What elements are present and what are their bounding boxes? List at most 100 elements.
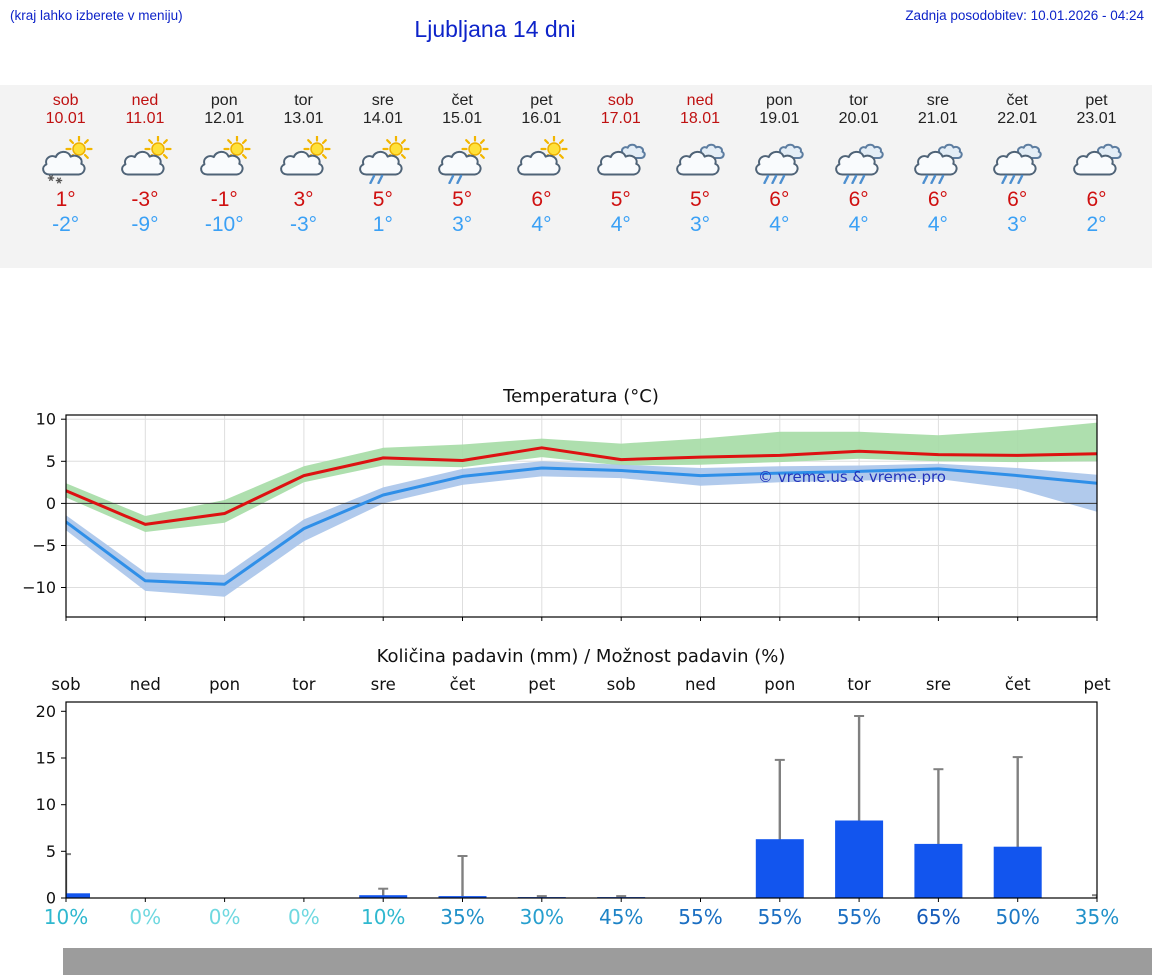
precip-day-label: tor (292, 675, 316, 694)
day-name: čet (451, 92, 473, 109)
day-name: čet (1006, 92, 1028, 109)
forecast-day-18.01: ned 18.01 5° 3° (660, 85, 739, 268)
low-temp: -2° (52, 213, 80, 236)
precip-probability: 10% (361, 905, 405, 929)
precip-chart-title: Količina padavin (mm) / Možnost padavin … (376, 646, 786, 667)
day-name: sob (607, 92, 634, 109)
footer-bar (63, 948, 1152, 975)
precip-ytick: 10 (36, 795, 56, 814)
forecast-day-15.01: čet 15.01 5° 3° (422, 85, 501, 268)
precip-probability: 0% (209, 905, 241, 929)
high-temp: 5° (372, 188, 393, 211)
day-date: 18.01 (680, 110, 721, 127)
forecast-day-22.01: čet 22.01 6° 3° (978, 85, 1057, 268)
precip-bar (438, 896, 487, 898)
sun-cloud-icon (275, 135, 333, 184)
temp-ytick: −10 (22, 578, 56, 597)
day-name: ned (131, 92, 159, 109)
high-temp: 5° (452, 188, 473, 211)
high-temp: 1° (55, 188, 76, 211)
cloud-rain-icon (988, 136, 1046, 185)
day-name: sre (371, 92, 394, 109)
sun-cloud-rain-icon (354, 135, 412, 185)
day-date: 10.01 (45, 110, 86, 127)
precip-probability: 65% (916, 905, 960, 929)
low-temp: -3° (290, 213, 318, 236)
forecast-day-23.01: pet 23.01 6° 2° (1057, 85, 1136, 268)
high-temp: 6° (927, 188, 948, 211)
precip-day-label: sob (51, 675, 80, 694)
high-temp: -3° (131, 188, 159, 211)
precip-bar (835, 820, 884, 898)
low-temp: 4° (531, 213, 552, 236)
page-title: Ljubljana 14 dni (414, 16, 576, 42)
day-name: pon (765, 92, 793, 109)
temp-ytick: 5 (46, 452, 56, 471)
precip-probability: 45% (599, 905, 643, 929)
precip-bar (359, 895, 408, 898)
precip-day-label: sre (926, 675, 951, 694)
forecast-day-20.01: tor 20.01 6° 4° (819, 85, 898, 268)
day-name: ned (686, 92, 714, 109)
temp-ytick: −5 (32, 536, 56, 555)
temp-max-line (66, 446, 1097, 526)
precip-day-label: sob (607, 675, 636, 694)
forecast-day-19.01: pon 19.01 6° 4° (740, 85, 819, 268)
forecast-day-11.01: ned 11.01 -3° -9° (105, 85, 184, 268)
forecast-day-10.01: sob 10.01 1° -2° (26, 85, 105, 268)
high-temp: 6° (769, 188, 790, 211)
low-temp: -9° (131, 213, 159, 236)
low-temp: 4° (927, 213, 948, 236)
precip-ytick: 5 (46, 842, 56, 861)
precip-day-label: sre (371, 675, 396, 694)
low-temp: 1° (372, 213, 393, 236)
low-temp: 4° (610, 213, 631, 236)
last-updated: Zadnja posodobitev: 10.01.2026 - 04:24 (905, 8, 1144, 23)
sun-cloud-icon (195, 135, 253, 184)
temp-ytick: 10 (36, 410, 56, 429)
day-name: pon (210, 92, 238, 109)
precip-day-label: ned (685, 675, 716, 694)
cloud-rain-icon (909, 136, 967, 185)
sun-cloud-rain-icon (433, 135, 491, 185)
forecast-day-14.01: sre 14.01 5° 1° (343, 85, 422, 268)
day-date: 16.01 (521, 110, 562, 127)
low-temp: -10° (204, 213, 244, 236)
cloud-icon (1068, 136, 1126, 184)
precip-probability: 30% (520, 905, 564, 929)
precip-day-label: pet (528, 675, 556, 694)
forecast-day-13.01: tor 13.01 3° -3° (264, 85, 343, 268)
forecast-day-16.01: pet 16.01 6° 4° (502, 85, 581, 268)
low-temp: 2° (1086, 213, 1107, 236)
forecast-day-17.01: sob 17.01 5° 4° (581, 85, 660, 268)
forecast-day-12.01: pon 12.01 -1° -10° (185, 85, 264, 268)
sun-cloud-icon (116, 135, 174, 184)
low-temp: 4° (769, 213, 790, 236)
high-temp: -1° (210, 188, 238, 211)
daily-forecast-strip: sob 10.01 1° -2° ned 11.01 -3° -9° pon 12.01 -1° -1… (0, 85, 1152, 268)
high-temp: 6° (1086, 188, 1107, 211)
precip-bar (755, 839, 804, 898)
precip-probability: 50% (995, 905, 1039, 929)
day-date: 11.01 (125, 110, 165, 127)
high-temp: 6° (1007, 188, 1028, 211)
precip-day-label: čet (1005, 675, 1031, 694)
precip-probability: 35% (1075, 905, 1119, 929)
watermark-link[interactable]: © vreme.us & vreme.pro (758, 468, 946, 486)
day-name: sre (926, 92, 950, 109)
precip-probability: 10% (44, 905, 88, 929)
day-name: sob (52, 92, 79, 109)
precip-ytick: 20 (36, 702, 56, 721)
day-date: 23.01 (1076, 110, 1117, 127)
day-name: pet (530, 92, 553, 109)
day-name: tor (294, 92, 313, 109)
day-date: 17.01 (600, 110, 641, 127)
precipitation-chart: sob ned pon tor sre čet pet sob ned pon tor sre čet p… (36, 675, 1120, 929)
day-date: 22.01 (997, 110, 1038, 127)
cloud-icon (592, 136, 650, 184)
cloud-rain-icon (750, 136, 808, 185)
sun-cloud-icon (512, 135, 570, 184)
precip-probability: 0% (288, 905, 320, 929)
temp-min-line (66, 466, 1097, 586)
